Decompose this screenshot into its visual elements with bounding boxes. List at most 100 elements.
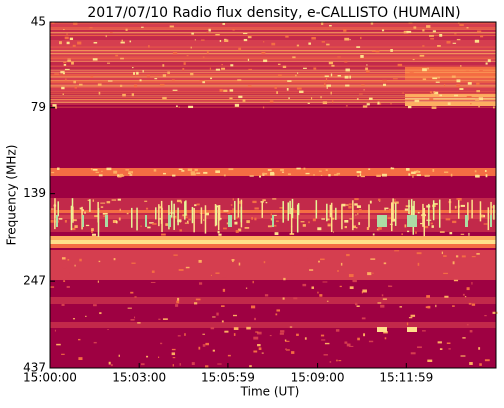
speckle <box>275 313 278 316</box>
speckle <box>230 204 233 206</box>
speckle <box>280 330 285 333</box>
speckle <box>394 198 396 201</box>
speckle <box>305 172 310 175</box>
speckle <box>297 72 299 74</box>
speckle <box>183 216 188 219</box>
speckle <box>120 41 125 44</box>
speckle <box>202 81 206 84</box>
speckle <box>111 199 117 201</box>
speckle <box>84 211 86 214</box>
speckle <box>344 219 349 223</box>
speckle <box>74 86 78 89</box>
streak <box>50 56 496 58</box>
speckle <box>141 26 144 28</box>
speckle <box>66 285 70 288</box>
speckle <box>412 175 414 178</box>
speckle <box>355 227 358 229</box>
spike <box>407 215 417 227</box>
spike <box>215 205 218 226</box>
speckle <box>210 327 215 330</box>
speckle <box>172 174 176 177</box>
speckle <box>270 172 275 176</box>
speckle <box>404 224 407 228</box>
speckle <box>205 342 210 346</box>
speckle <box>422 29 425 32</box>
speckle <box>191 32 194 35</box>
spike <box>185 200 187 216</box>
spike <box>457 200 460 219</box>
streak <box>50 53 496 55</box>
speckle <box>292 208 295 210</box>
speckle <box>317 227 322 231</box>
speckle <box>178 168 183 170</box>
speckle <box>368 340 374 343</box>
speckle <box>349 39 351 41</box>
speckle <box>431 225 434 228</box>
speckle <box>127 307 132 309</box>
speckle <box>363 333 366 337</box>
speckle <box>384 337 387 340</box>
speckle <box>409 213 411 217</box>
speckle <box>330 73 333 77</box>
speckle <box>232 208 235 210</box>
spike <box>287 202 290 221</box>
spike <box>290 207 293 235</box>
speckle <box>184 222 189 224</box>
spike <box>493 204 495 220</box>
speckle <box>344 75 349 79</box>
speckle <box>248 68 253 71</box>
speckle <box>243 38 248 42</box>
speckle <box>461 255 466 258</box>
speckle <box>437 341 442 344</box>
speckle <box>349 218 352 220</box>
speckle <box>95 171 100 173</box>
spike <box>214 204 217 227</box>
speckle <box>360 175 365 178</box>
speckle <box>377 101 380 105</box>
speckle <box>321 218 326 220</box>
band <box>405 67 496 80</box>
speckle <box>292 56 296 59</box>
streak <box>50 96 496 98</box>
spike <box>487 207 490 231</box>
speckle <box>101 170 103 172</box>
speckle <box>259 175 262 178</box>
speckle <box>226 222 229 225</box>
speckle <box>345 105 348 107</box>
speckle <box>325 77 328 81</box>
speckle <box>341 203 346 207</box>
speckle <box>358 222 361 225</box>
speckle <box>455 255 459 258</box>
speckle <box>105 35 107 38</box>
x-tick-label: 15:03:00 <box>112 371 166 385</box>
speckle <box>447 102 451 106</box>
speckle <box>459 88 464 90</box>
spike <box>423 207 426 237</box>
streak <box>50 26 496 28</box>
spike <box>204 205 207 234</box>
speckle <box>232 198 234 201</box>
spike <box>297 203 300 216</box>
speckle <box>112 220 118 223</box>
speckle <box>383 331 388 334</box>
speckle <box>424 175 427 177</box>
speckle <box>376 174 381 177</box>
spike <box>161 207 163 233</box>
speckle <box>272 198 277 200</box>
spike <box>291 198 294 219</box>
speckle <box>238 95 243 99</box>
spike <box>413 200 415 217</box>
speckle <box>360 36 362 40</box>
speckle <box>108 361 111 365</box>
speckle <box>237 228 242 232</box>
speckle <box>93 341 97 344</box>
speckle <box>174 216 177 219</box>
speckle <box>217 363 222 365</box>
speckle <box>215 68 221 71</box>
speckle <box>417 211 420 214</box>
speckle <box>328 61 334 65</box>
speckle <box>55 106 57 109</box>
speckle <box>158 318 161 320</box>
speckle <box>378 226 382 230</box>
speckle <box>366 226 370 230</box>
